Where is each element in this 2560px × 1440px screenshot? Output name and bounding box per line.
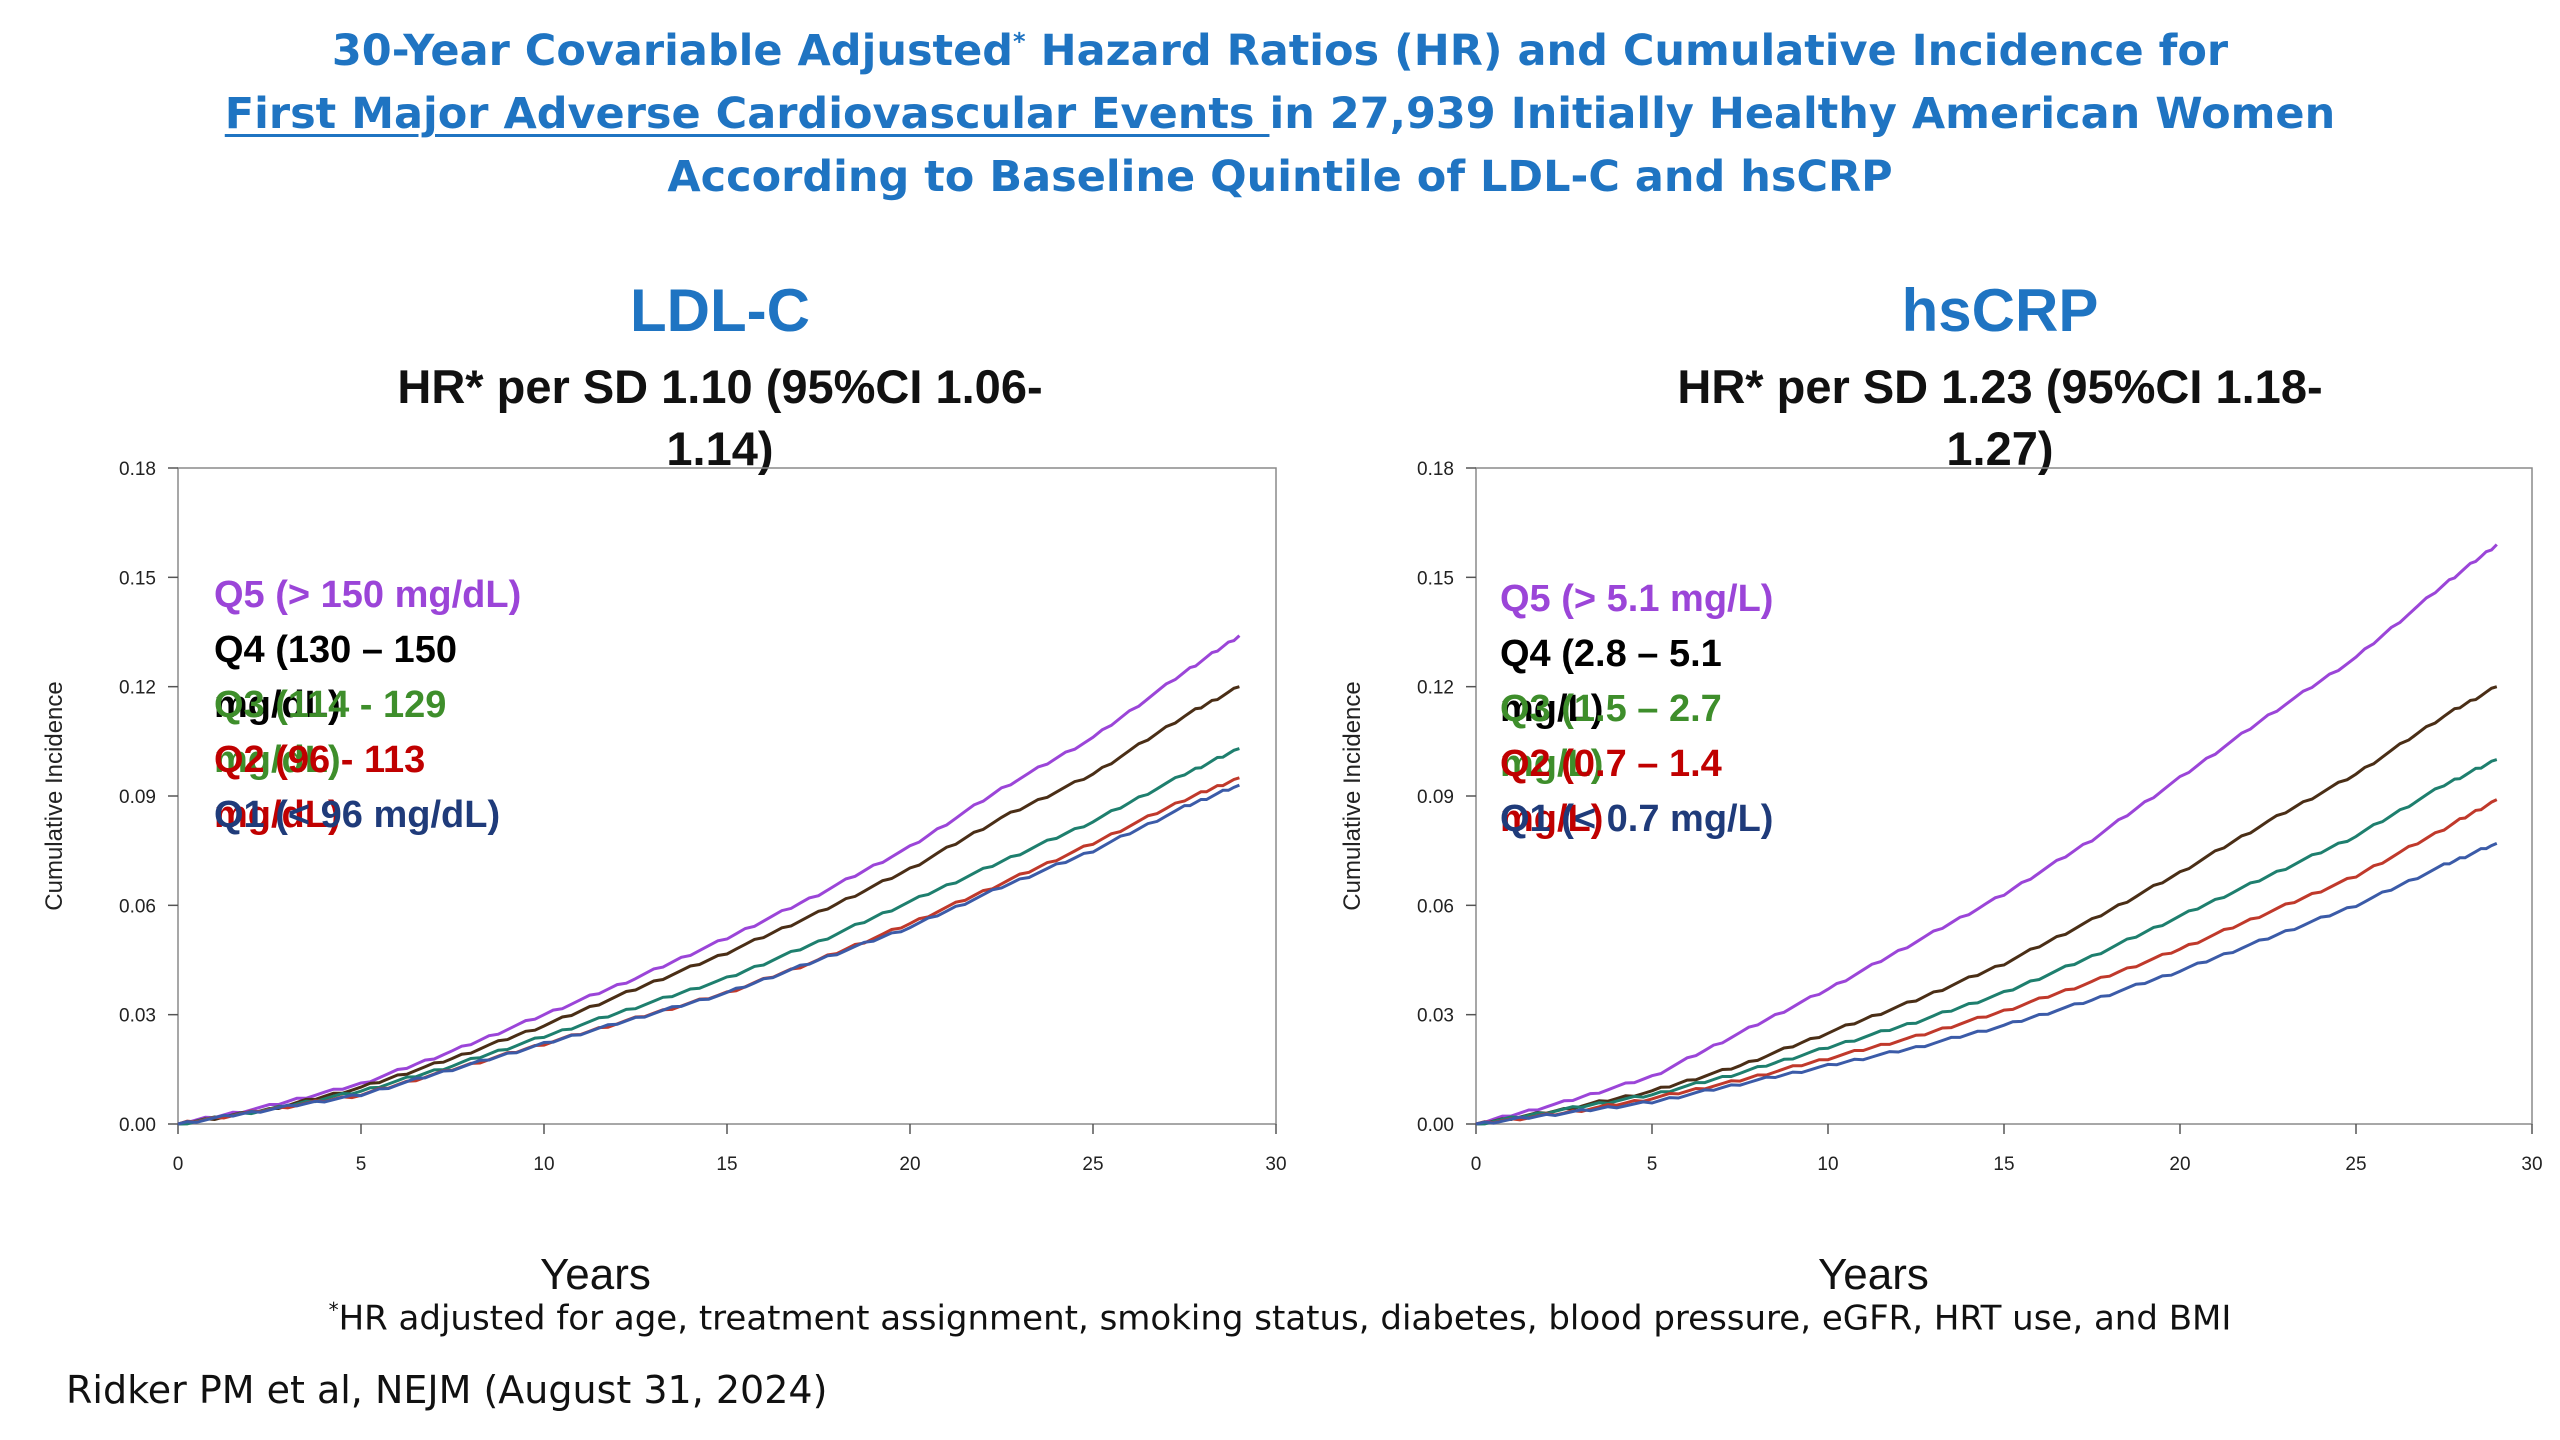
- hscrp-x-tick-label: 10: [1817, 1154, 1838, 1175]
- ldl-y-axis-label: Cumulative Incidence: [41, 681, 68, 910]
- ldl-hr-text: HR* per SD 1.10 (95%CI 1.06- 1.14): [300, 356, 1140, 480]
- ldl-x-tick-label: 20: [899, 1154, 920, 1175]
- footnote-text: HR adjusted for age, treatment assignmen…: [338, 1298, 2232, 1339]
- citation: Ridker PM et al, NEJM (August 31, 2024): [66, 1368, 828, 1412]
- hscrp-series-line-q4: [1475, 685, 2498, 1126]
- ldl-legend-entry-q2: Q2 (96 - 113 mg/dL): [214, 739, 426, 836]
- hscrp-y-axis-label: Cumulative Incidence: [1339, 681, 1366, 910]
- hscrp-legend-entry-q1: Q1 (< 0.7 mg/L): [1500, 798, 1774, 840]
- ldl-hr-line-2: 1.14): [666, 422, 774, 475]
- ldl-hr-line-1: HR* per SD 1.10 (95%CI 1.06-: [397, 360, 1043, 413]
- title-line-3: According to Baseline Quintile of LDL-C …: [667, 152, 1893, 202]
- hscrp-hr-text: HR* per SD 1.23 (95%CI 1.18- 1.27): [1580, 356, 2420, 480]
- ldl-panel-title: LDL-C: [630, 277, 810, 344]
- ldl-cumulative-incidence-chart: 0 5 10 15 20 25 30 0.00 0.03 0.06 0.09 0.12 0.15 0.18…: [41, 459, 1287, 1175]
- hscrp-panel-title: hsCRP: [1901, 277, 2099, 344]
- hscrp-series-line-q3: [1475, 758, 2498, 1126]
- ldl-y-tick-label: 0.00: [119, 1115, 156, 1136]
- hscrp-y-tick-label: 0.00: [1417, 1115, 1454, 1136]
- ldl-series-line-q3: [177, 747, 1240, 1126]
- hscrp-y-tick-label: 0.15: [1417, 568, 1454, 589]
- hscrp-x-tick-label: 15: [1993, 1154, 2014, 1175]
- ldl-y-tick-label: 0.15: [119, 568, 156, 589]
- hscrp-y-tick-label: 0.03: [1417, 1006, 1454, 1027]
- ldl-y-tick-label: 0.06: [119, 896, 156, 917]
- hscrp-x-tick-label: 5: [1647, 1154, 1658, 1175]
- hscrp-x-tick-label: 25: [2345, 1154, 2366, 1175]
- ldl-x-tick-label: 10: [533, 1154, 554, 1175]
- title-line-2: First Major Adverse Cardiovascular Event…: [0, 83, 2560, 146]
- title-asterisk: *: [1013, 27, 1026, 56]
- title-underlined-phrase: First Major Adverse Cardiovascular Event…: [224, 89, 1270, 139]
- ldl-y-tick-label: 0.18: [119, 459, 156, 480]
- ldl-x-axis-label: Years: [540, 1250, 651, 1299]
- hscrp-series-line-q2: [1475, 798, 2498, 1126]
- ldl-y-tick-label: 0.12: [119, 678, 156, 699]
- ldl-x-tick-label: 5: [356, 1154, 367, 1175]
- ldl-x-tick-label: 30: [1265, 1154, 1286, 1175]
- ldl-series-line-q4: [177, 685, 1240, 1126]
- ldl-x-tick-label: 25: [1082, 1154, 1103, 1175]
- ldl-series-line-q5: [177, 634, 1241, 1126]
- ldl-legend-entry-q3: Q3 (114 - 129 mg/dL): [214, 684, 447, 781]
- hscrp-x-axis-label: Years: [1818, 1250, 1929, 1299]
- hscrp-x-tick-label: 20: [2169, 1154, 2190, 1175]
- hscrp-x-tick-label: 0: [1471, 1154, 1482, 1175]
- hscrp-y-tick-label: 0.12: [1417, 678, 1454, 699]
- hscrp-legend-entry-q2: Q2 (0.7 – 1.4 mg/L): [1500, 743, 1722, 840]
- hscrp-cumulative-incidence-chart: 0 5 10 15 20 25 30 0.00 0.03 0.06 0.09 0.12 0.15 0.18…: [1339, 459, 2543, 1175]
- hscrp-hr-line-2: 1.27): [1946, 422, 2054, 475]
- title-line-1-rest: Hazard Ratios (HR) and Cumulative Incide…: [1025, 26, 2229, 76]
- ldl-y-tick-label: 0.09: [119, 787, 156, 808]
- hscrp-series-line-q1: [1475, 842, 2498, 1126]
- hscrp-legend-entry-q5: Q5 (> 5.1 mg/L): [1500, 578, 1774, 620]
- footnote: *HR adjusted for age, treatment assignme…: [0, 1298, 2560, 1338]
- hscrp-legend-entry-q4: Q4 (2.8 – 5.1 mg/L): [1500, 633, 1722, 730]
- hscrp-series-line-q5: [1475, 543, 2498, 1126]
- hscrp-y-tick-label: 0.18: [1417, 459, 1454, 480]
- hscrp-legend-entry-q3: Q3 (1.5 – 2.7 mg/L): [1500, 688, 1722, 785]
- slide-title: 30-Year Covariable Adjusted* Hazard Rati…: [0, 20, 2560, 209]
- ldl-y-tick-label: 0.03: [119, 1006, 156, 1027]
- ldl-x-tick-label: 15: [716, 1154, 737, 1175]
- hscrp-y-tick-label: 0.09: [1417, 787, 1454, 808]
- title-line-2-rest: in 27,939 Initially Healthy American Wom…: [1269, 89, 2336, 139]
- ldl-legend-entry-q5: Q5 (> 150 mg/dL): [214, 574, 522, 616]
- title-line-1: 30-Year Covariable Adjusted* Hazard Rati…: [0, 20, 2560, 83]
- ldl-series-line-q1: [177, 783, 1240, 1126]
- footnote-asterisk: *: [328, 1298, 339, 1322]
- ldl-legend-entry-q1: Q1 (< 96 mg/dL): [214, 794, 501, 836]
- ldl-x-tick-label: 0: [173, 1154, 184, 1175]
- ldl-legend-entry-q4: Q4 (130 – 150 mg/dL): [214, 629, 457, 726]
- hscrp-y-tick-label: 0.06: [1417, 896, 1454, 917]
- hscrp-hr-line-1: HR* per SD 1.23 (95%CI 1.18-: [1677, 360, 2323, 413]
- title-line-1-text: 30-Year Covariable Adjusted: [331, 26, 1014, 76]
- hscrp-x-tick-label: 30: [2521, 1154, 2542, 1175]
